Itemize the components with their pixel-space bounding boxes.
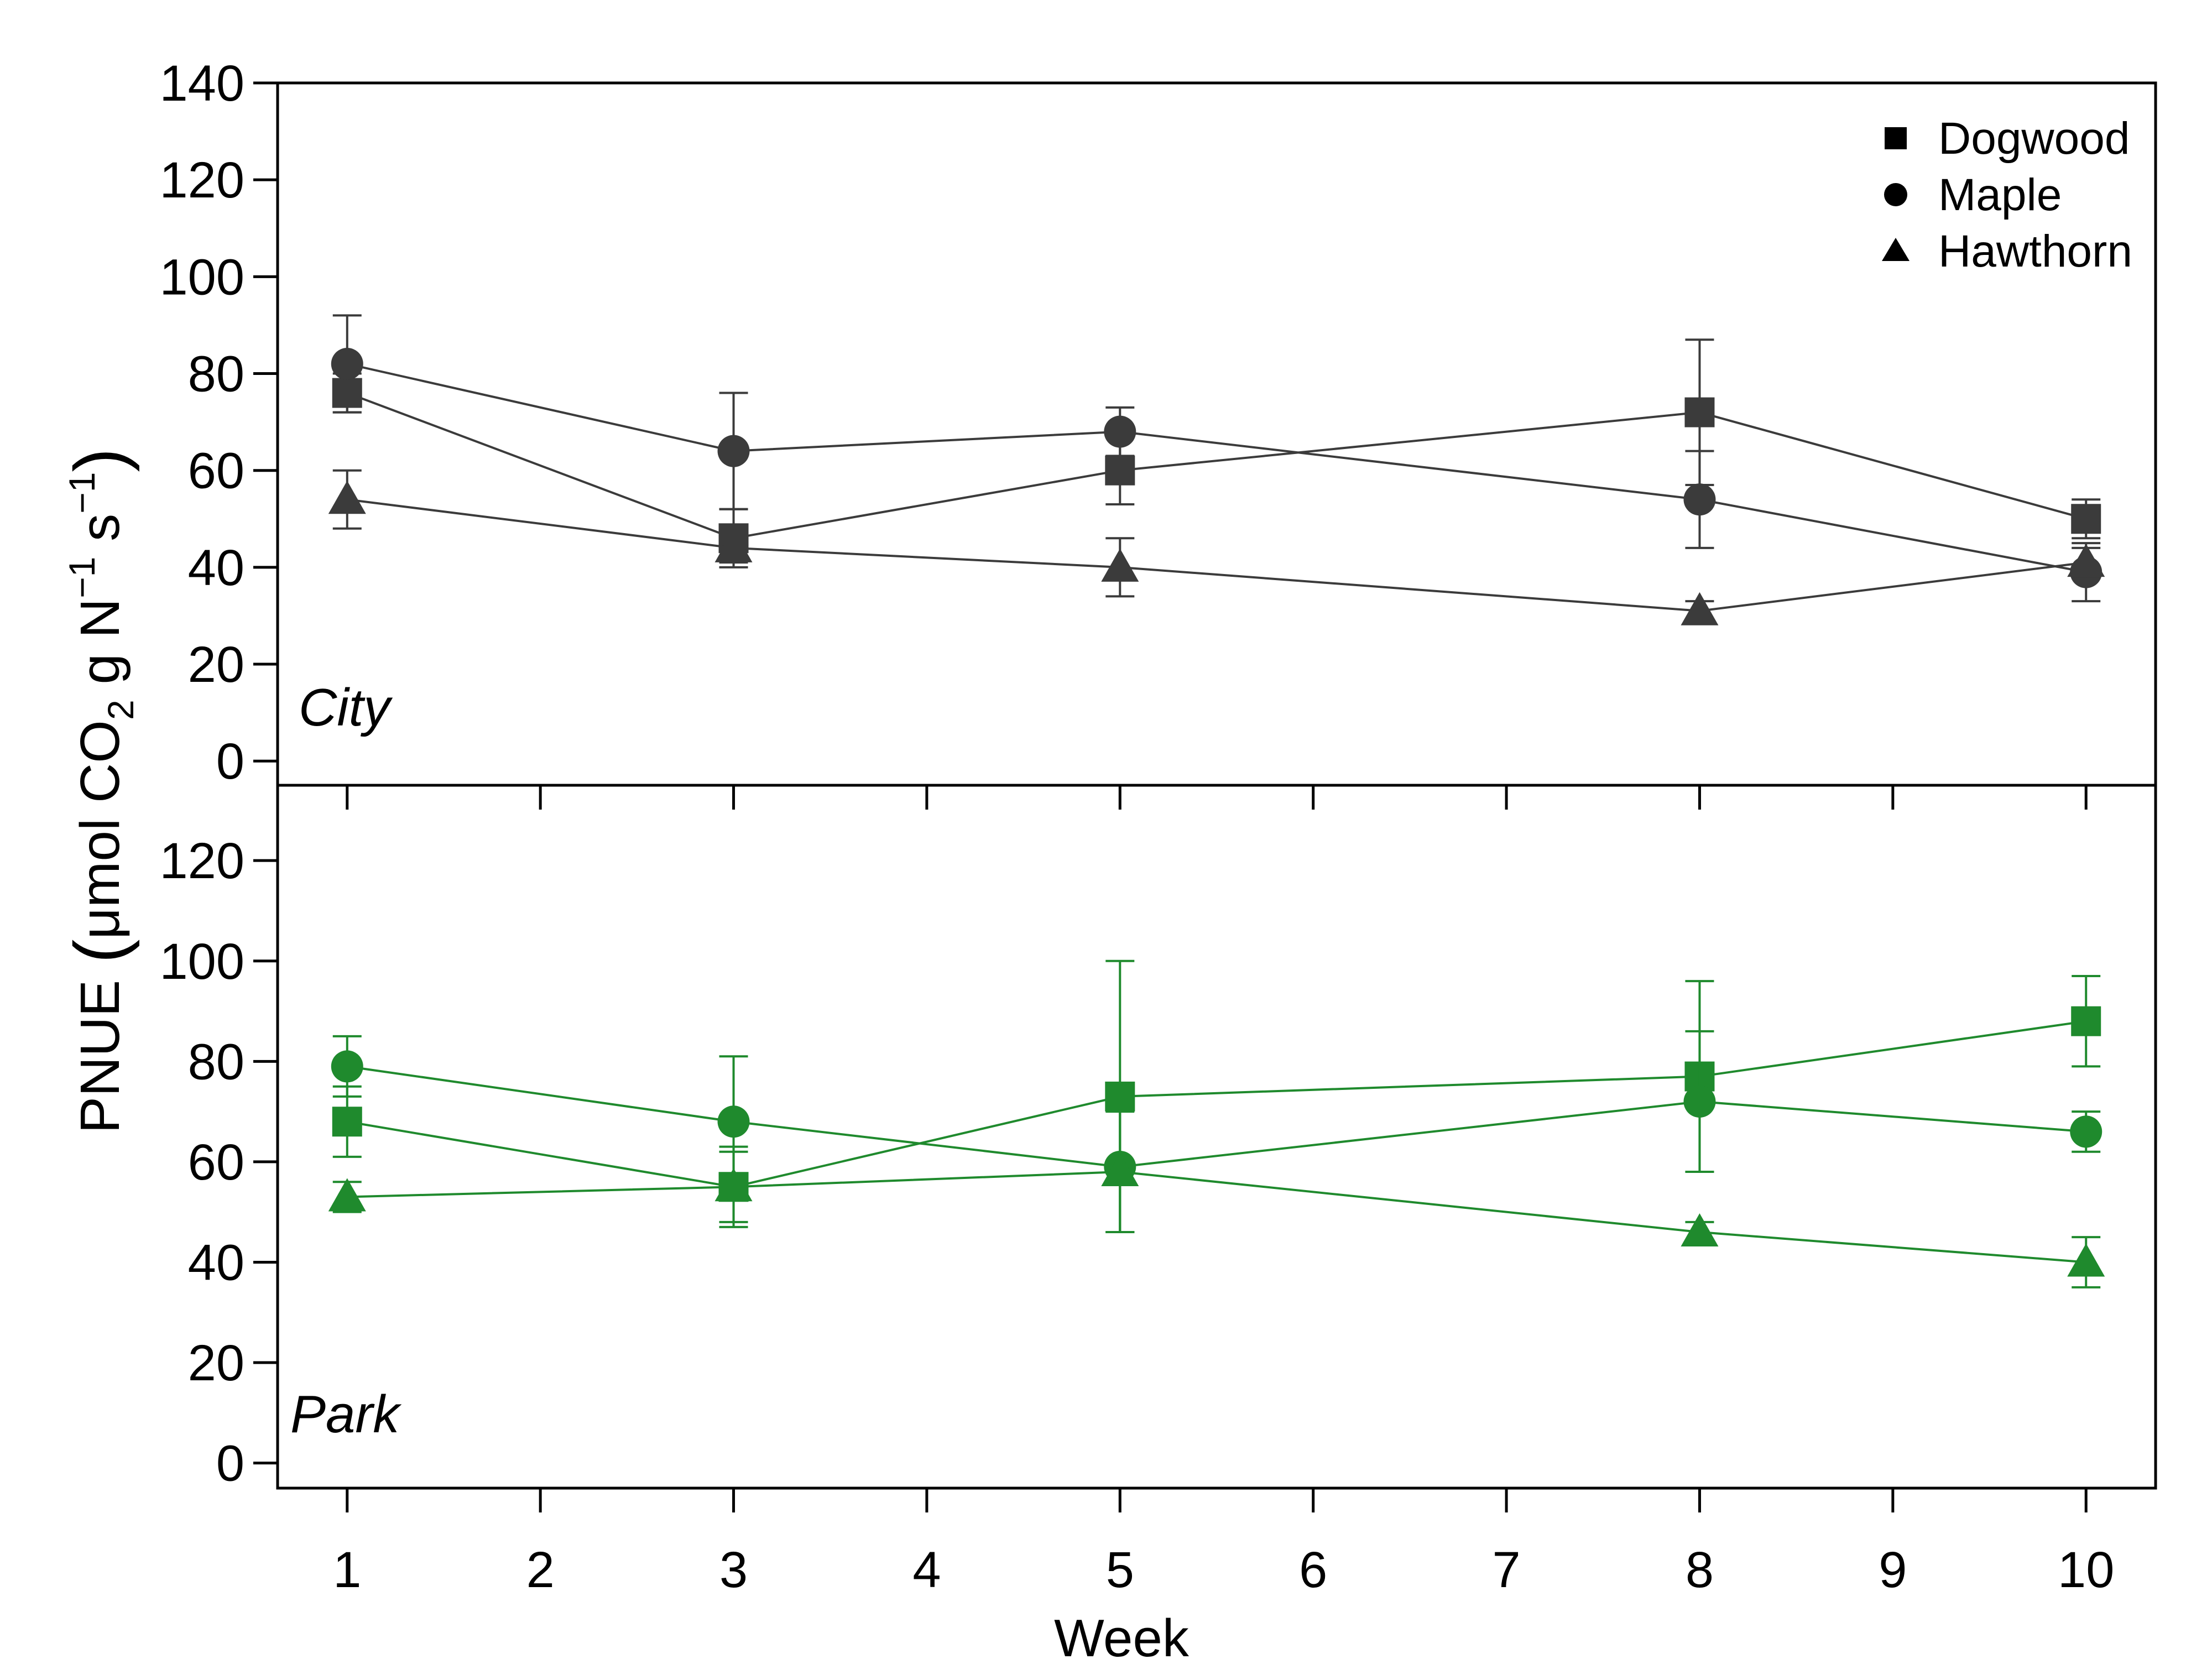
legend-hawthorn-label: Hawthorn (1938, 226, 2132, 276)
y-tick-label-city: 100 (160, 249, 245, 305)
point-park-hawthorn (714, 1168, 753, 1202)
x-tick-label: 1 (333, 1542, 361, 1598)
panel-park (328, 959, 2105, 1288)
y-tick-label-park: 60 (188, 1134, 244, 1191)
y-tick-label-park: 80 (188, 1034, 244, 1090)
legend-dogwood-marker (1885, 127, 1907, 149)
y-axis-title: PNUE(μmol CO2 g N−1 s−1) (59, 448, 141, 1133)
x-axis-title: Week (1054, 1609, 1190, 1659)
panel-label-city: City (299, 678, 393, 737)
point-park-hawthorn (2067, 1243, 2105, 1277)
legend-maple-label: Maple (1938, 170, 2062, 220)
point-city-maple (1104, 415, 1136, 448)
point-park-hawthorn (1101, 1153, 1139, 1187)
y-tick-label-city: 140 (160, 55, 245, 112)
point-park-dogwood (2071, 1006, 2101, 1036)
point-city-dogwood (2071, 504, 2101, 534)
x-tick-label: 10 (2058, 1542, 2114, 1598)
point-city-hawthorn (1681, 592, 1719, 625)
panel-city (328, 314, 2105, 625)
point-city-hawthorn (328, 481, 366, 514)
y-tick-label-park: 100 (160, 933, 245, 990)
point-city-maple (331, 348, 363, 380)
point-park-maple (331, 1050, 363, 1083)
point-city-dogwood (1684, 397, 1715, 427)
point-city-dogwood (1105, 455, 1135, 486)
x-tick-label: 5 (1106, 1542, 1134, 1598)
y-tick-label-city: 120 (160, 152, 245, 208)
point-park-dogwood (332, 1107, 362, 1137)
point-city-maple (1683, 483, 1716, 516)
x-tick-label: 6 (1299, 1542, 1327, 1598)
legend-hawthorn-marker (1882, 238, 1910, 261)
y-tick-label-park: 20 (188, 1335, 244, 1391)
x-tick-label: 3 (719, 1542, 748, 1598)
y-tick-label-park: 40 (188, 1234, 244, 1291)
point-city-hawthorn (1101, 548, 1139, 582)
panel-label-park: Park (290, 1385, 402, 1444)
point-park-maple (1683, 1085, 1716, 1118)
x-tick-label: 8 (1686, 1542, 1714, 1598)
y-tick-label-city: 60 (188, 443, 244, 499)
point-city-hawthorn (2067, 544, 2105, 577)
y-tick-label-city: 40 (188, 540, 244, 596)
legend-maple-marker (1884, 183, 1907, 206)
x-tick-label: 4 (912, 1542, 941, 1598)
point-park-hawthorn (328, 1178, 366, 1212)
point-city-maple (717, 435, 750, 467)
legend: Dogwood Maple Hawthorn (1882, 113, 2132, 276)
legend-dogwood-label: Dogwood (1938, 113, 2130, 164)
y-axis-title-group: PNUE(μmol CO2 g N−1 s−1) (59, 448, 141, 1133)
plot-frame (276, 81, 2157, 1490)
x-tick-label: 7 (1492, 1542, 1520, 1598)
y-tick-label-city: 0 (216, 733, 244, 790)
point-park-maple (717, 1105, 750, 1138)
axes: 1 2 3 4 5 6 7 8 9 1002040608010012014002040608010… (160, 55, 2115, 1598)
series (328, 314, 2105, 1288)
y-tick-label-park: 120 (160, 833, 245, 889)
point-park-maple (2070, 1115, 2103, 1148)
point-park-hawthorn (1681, 1213, 1719, 1246)
point-city-hawthorn (714, 529, 753, 562)
y-tick-label-park: 0 (216, 1436, 244, 1492)
x-tick-label: 9 (1879, 1542, 1907, 1598)
y-tick-label-city: 20 (188, 637, 244, 693)
x-tick-label: 2 (526, 1542, 555, 1598)
y-tick-label-city: 80 (188, 346, 244, 403)
